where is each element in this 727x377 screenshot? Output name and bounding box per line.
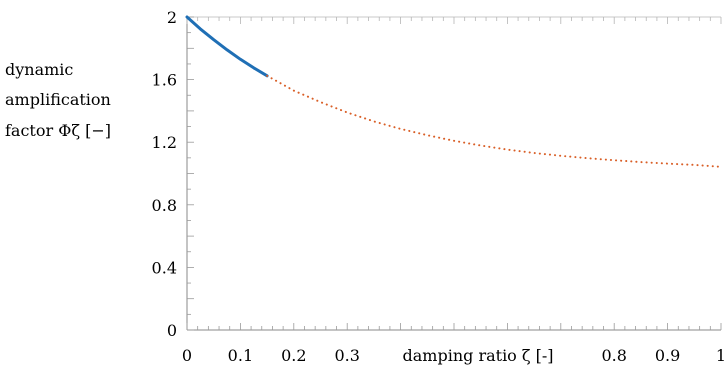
y-axis-label-line: factor Φζ [−] bbox=[5, 121, 111, 140]
y-tick-label: 0.4 bbox=[152, 258, 177, 277]
y-tick-label: 1.6 bbox=[152, 71, 177, 90]
y-tick-label: 0 bbox=[167, 321, 177, 340]
y-tick-label: 1.2 bbox=[152, 133, 177, 152]
x-tick-label: 0.8 bbox=[601, 346, 626, 365]
plot-frame bbox=[186, 16, 722, 331]
x-ticks: 0 0.1 0.2 0.3 0.8 0.9 1 bbox=[182, 346, 726, 365]
y-tick-label: 0.8 bbox=[152, 196, 177, 215]
y-tick-label: 2 bbox=[167, 8, 177, 27]
y-axis-label: dynamic amplification factor Φζ [−] bbox=[5, 60, 111, 140]
x-tick-label: 0 bbox=[182, 346, 192, 365]
x-tick-label: 0.3 bbox=[334, 346, 359, 365]
series-line-solid bbox=[185, 15, 269, 78]
x-tick-label: 1 bbox=[716, 346, 726, 365]
x-tick-label: 0.9 bbox=[655, 346, 680, 365]
y-ticks: 0 0.4 0.8 1.2 1.6 2 bbox=[152, 8, 177, 340]
series-line-dotted bbox=[266, 74, 722, 168]
y-axis-label-line: amplification bbox=[5, 90, 111, 109]
x-tick-label: 0.2 bbox=[281, 346, 306, 365]
x-tick-label: 0.1 bbox=[228, 346, 253, 365]
series-group bbox=[185, 15, 722, 168]
x-axis-label: damping ratio ζ [-] bbox=[403, 346, 554, 365]
y-axis-label-line: dynamic bbox=[5, 60, 73, 79]
